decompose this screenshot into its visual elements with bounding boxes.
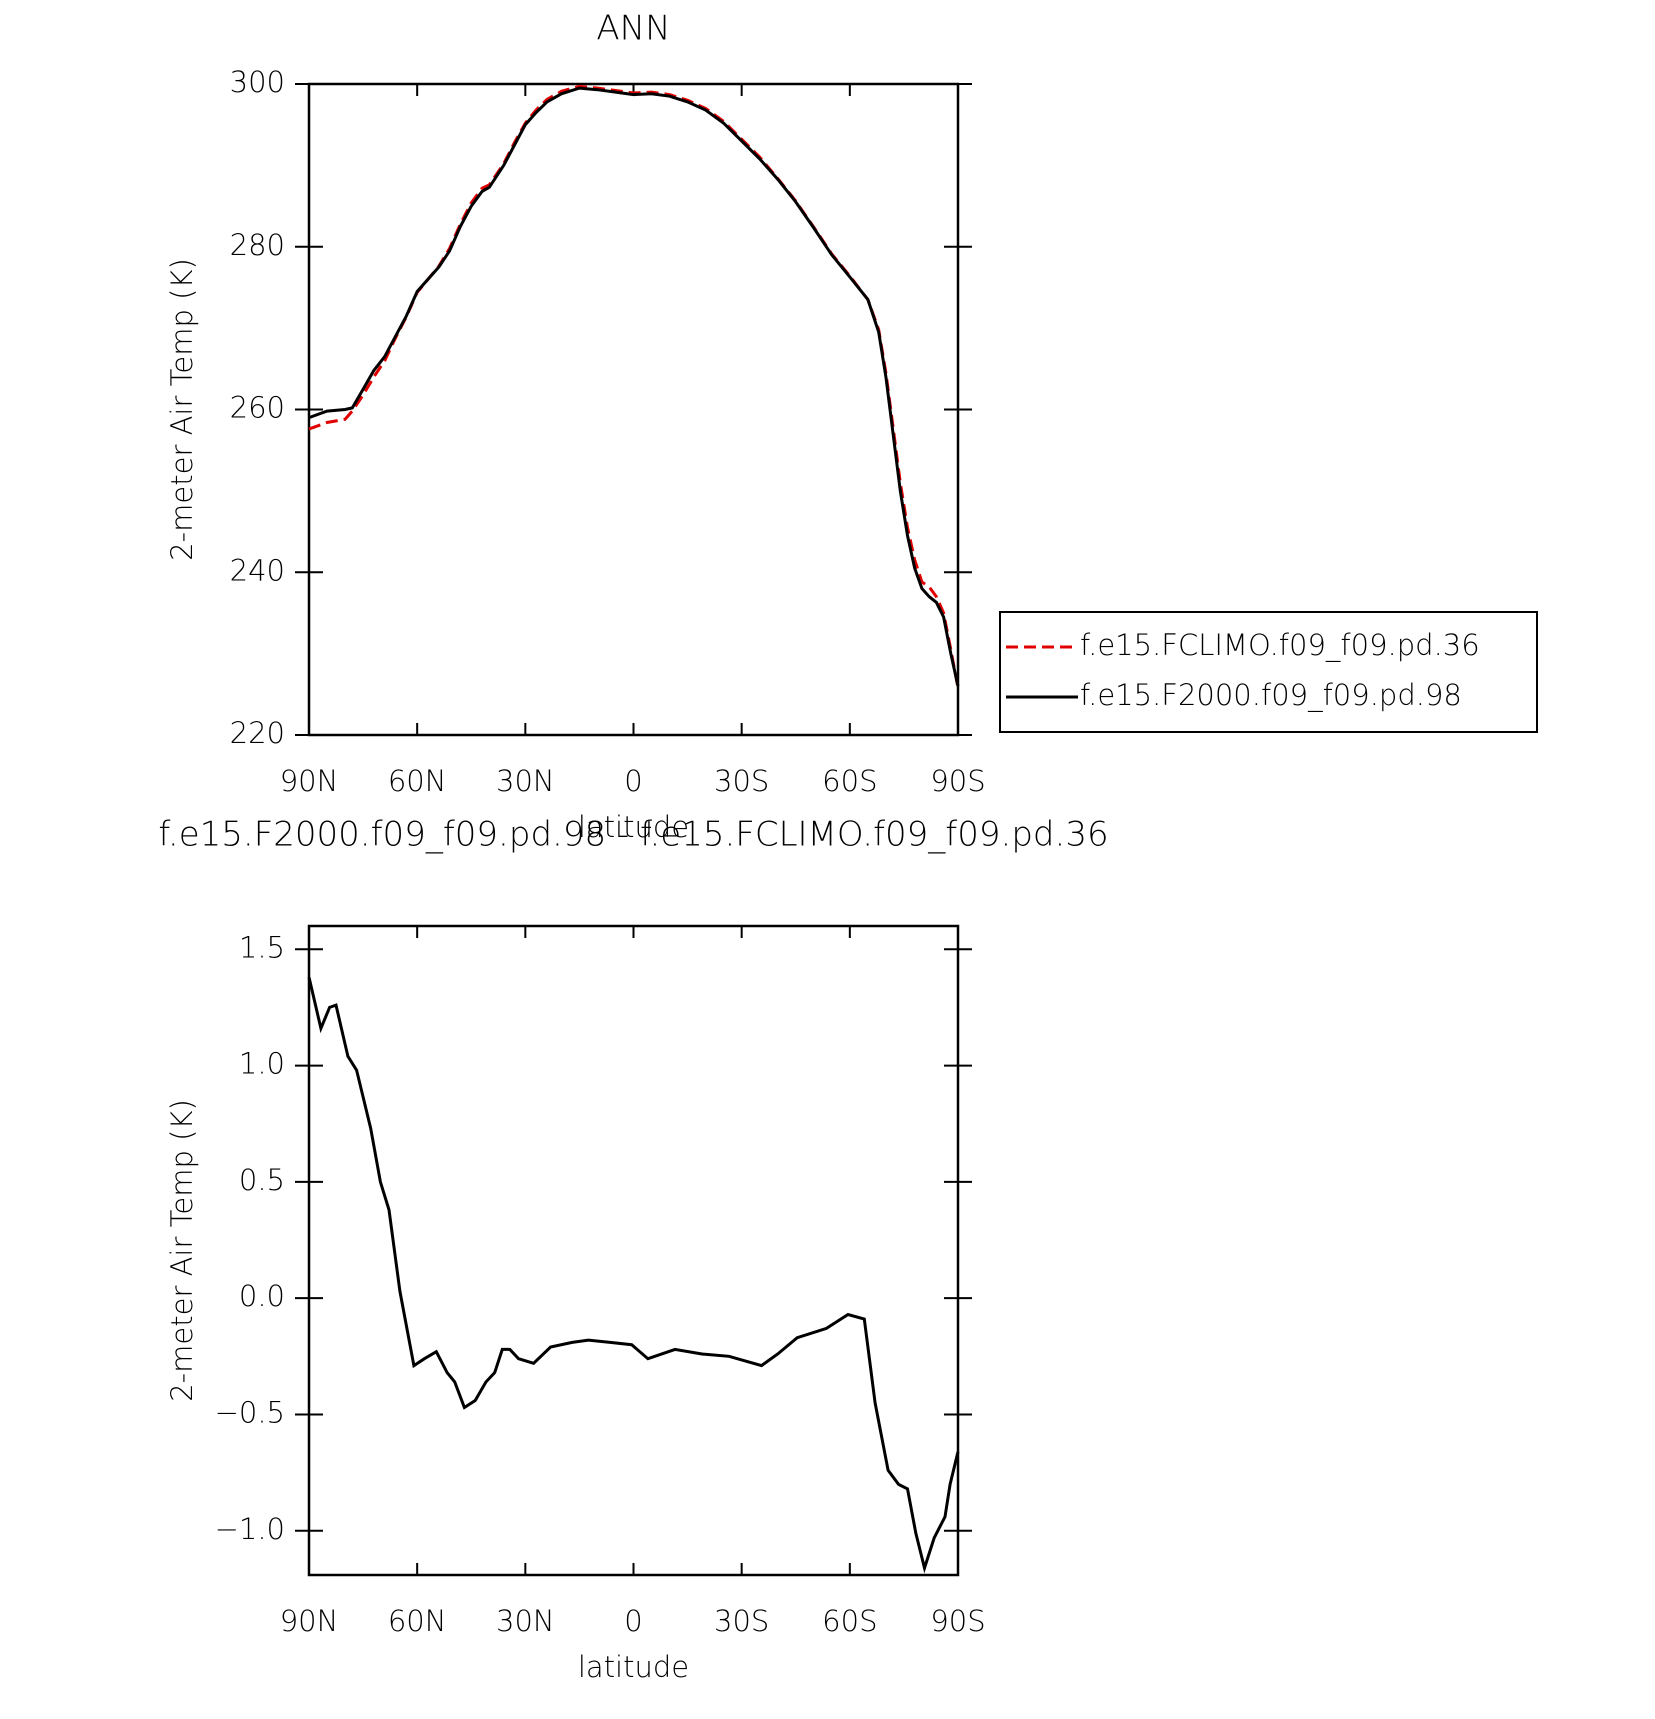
y-tick-label: −0.5 — [215, 1395, 285, 1429]
y-tick-label: 220 — [230, 716, 285, 750]
chart-title: ANN — [596, 9, 670, 49]
x-tick-label: 60S — [822, 1604, 877, 1638]
y-axis-label: 2-meter Air Temp (K) — [165, 1099, 199, 1402]
plot-frame — [307, 924, 960, 1577]
y-tick-label: 240 — [230, 553, 285, 587]
y-tick-label: 0.0 — [239, 1279, 285, 1313]
y-axis-label: 2-meter Air Temp (K) — [165, 258, 199, 561]
x-tick-label: 60N — [388, 1604, 447, 1638]
y-tick-label: 280 — [230, 228, 285, 262]
x-tick-label: 0 — [624, 764, 642, 798]
x-tick-label: 90S — [930, 764, 985, 798]
x-tick-label: 90N — [280, 1604, 339, 1638]
x-axis-label: latitude — [578, 810, 689, 844]
x-axis-label: latitude — [578, 1650, 689, 1684]
x-tick-label: 30S — [714, 1604, 769, 1638]
y-tick-label: −1.0 — [215, 1512, 285, 1546]
y-tick-label: 260 — [230, 391, 285, 425]
data-line — [308, 84, 960, 689]
data-line — [307, 976, 960, 1574]
x-tick-label: 0 — [624, 1604, 642, 1638]
y-tick-label: 300 — [230, 65, 285, 99]
x-tick-label: 60S — [822, 764, 877, 798]
x-tick-label: 90S — [930, 1604, 985, 1638]
x-tick-label: 90N — [280, 764, 339, 798]
y-tick-label: 1.0 — [239, 1047, 285, 1081]
legend-box — [999, 611, 1538, 733]
x-tick-label: 30S — [714, 764, 769, 798]
x-tick-label: 30N — [496, 1604, 555, 1638]
y-tick-label: 1.5 — [239, 930, 285, 964]
legend-label: f.e15.FCLIMO.f09_f09.pd.36 — [1080, 628, 1480, 663]
plot-frame — [307, 82, 960, 737]
data-line — [308, 86, 960, 687]
legend-label: f.e15.F2000.f09_f09.pd.98 — [1080, 678, 1462, 713]
y-tick-label: 0.5 — [239, 1163, 285, 1197]
x-tick-label: 30N — [496, 764, 555, 798]
x-tick-label: 60N — [388, 764, 447, 798]
chart-title: f.e15.F2000.f09_f09.pd.98 - f.e15.FCLIMO… — [158, 815, 1108, 855]
